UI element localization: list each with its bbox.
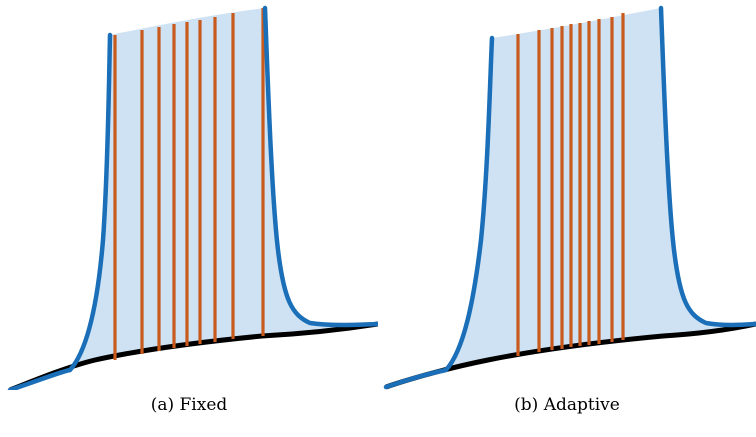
caption-adaptive: (b) Adaptive <box>514 395 620 415</box>
panel-adaptive-diagram <box>383 5 756 390</box>
outline-curve <box>383 5 756 390</box>
caption-fixed: (a) Fixed <box>150 395 228 415</box>
distribution-lines <box>113 8 265 360</box>
outline-curve <box>7 5 378 390</box>
panel-fixed-diagram <box>7 5 378 390</box>
distribution-lines <box>516 13 625 356</box>
